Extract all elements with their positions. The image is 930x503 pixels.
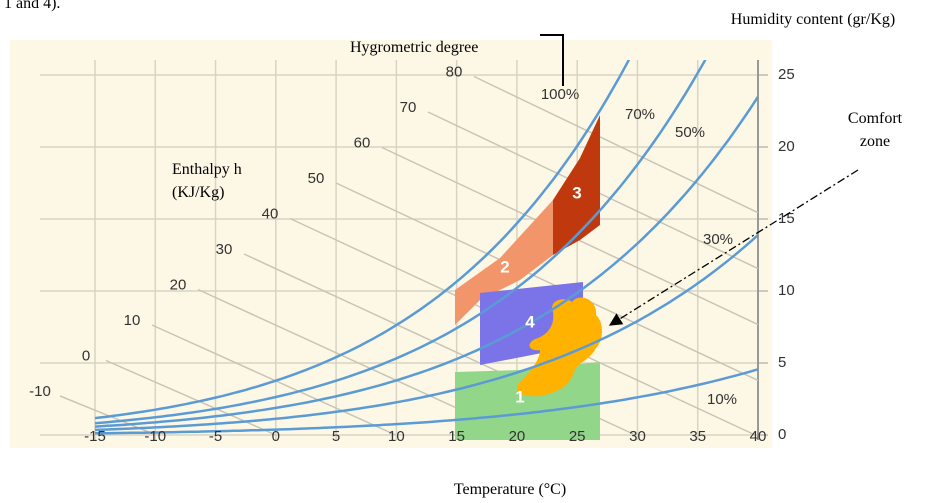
comfort-zone-label: Comfort zone xyxy=(847,110,903,150)
caption-fragment: 1 and 4). xyxy=(4,0,61,12)
chart-background xyxy=(10,40,772,448)
enthalpy-line xyxy=(335,182,759,382)
y-tick-label: 0 xyxy=(778,426,786,443)
x-tick-label: 40 xyxy=(750,428,767,445)
enthalpy-line xyxy=(473,75,759,214)
zone-label: 3 xyxy=(572,183,581,202)
enthalpy-label: 70 xyxy=(400,99,417,116)
zone xyxy=(553,115,600,255)
enthalpy-label: 50 xyxy=(308,170,325,187)
x-tick-label: 15 xyxy=(448,428,465,445)
x-tick-label: 35 xyxy=(689,428,706,445)
y-tick-label: 5 xyxy=(778,354,786,371)
rh-label: 100% xyxy=(541,86,579,103)
y-axis-label: Humidity content (gr/Kg) xyxy=(730,11,896,28)
enthalpy-label: -10 xyxy=(29,383,51,400)
x-tick-label: 25 xyxy=(569,428,586,445)
x-tick-label: -15 xyxy=(84,428,106,445)
x-tick-label: -5 xyxy=(209,428,222,445)
x-tick-label: 30 xyxy=(629,428,646,445)
enthalpy-label: 80 xyxy=(446,63,463,80)
rh-curve xyxy=(95,368,758,435)
enthalpy-label: 60 xyxy=(354,134,371,151)
enthalpy-line xyxy=(151,324,396,436)
y-tick-label: 15 xyxy=(778,210,795,227)
zone-label: 4 xyxy=(525,312,535,331)
x-tick-label: 20 xyxy=(509,428,526,445)
enthalpy-label: 40 xyxy=(262,205,279,222)
rh-title: Hygrometric degree xyxy=(350,39,479,56)
rh-label: 50% xyxy=(675,124,705,141)
zone-label: 1 xyxy=(515,387,524,406)
rh-label: 10% xyxy=(707,391,737,408)
enthalpy-label: 10 xyxy=(124,312,141,329)
x-tick-label: 10 xyxy=(388,428,405,445)
rh-label: 30% xyxy=(703,231,733,248)
comfort-arrow xyxy=(608,169,859,326)
zone-label: 2 xyxy=(500,257,509,276)
x-tick-label: 5 xyxy=(332,428,340,445)
comfort-zone xyxy=(516,297,602,397)
rh-curve xyxy=(95,60,707,425)
y-tick-label: 20 xyxy=(778,138,795,155)
y-tick-label: 25 xyxy=(778,66,795,83)
enthalpy-title: Enthalpy h (KJ/Kg) xyxy=(172,161,242,201)
rh-curve xyxy=(95,234,758,432)
rh-curve xyxy=(95,60,631,420)
enthalpy-label: 30 xyxy=(216,241,233,258)
x-axis-label: Temperature (°C) xyxy=(453,481,567,498)
enthalpy-label: 0 xyxy=(82,347,90,364)
x-tick-label: 0 xyxy=(272,428,280,445)
zone xyxy=(455,200,553,325)
x-tick-label: -10 xyxy=(144,428,166,445)
rh-curve xyxy=(95,96,758,428)
rh-label: 70% xyxy=(625,106,655,123)
y-tick-label: 10 xyxy=(778,282,795,299)
enthalpy-label: 20 xyxy=(170,276,187,293)
rh-pointer xyxy=(540,34,564,86)
